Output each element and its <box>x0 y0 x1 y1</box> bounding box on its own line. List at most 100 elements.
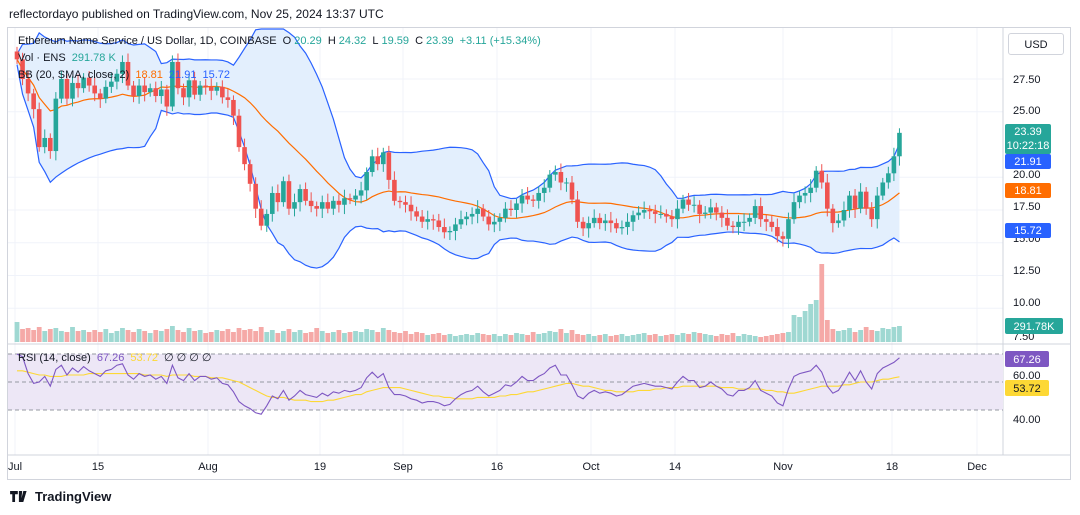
rsi-line <box>16 353 900 415</box>
time-tick-label: Oct <box>582 461 599 473</box>
symbol-label: Ethereum Name Service / US Dollar, 1D, C… <box>18 35 277 47</box>
volume-bar <box>475 333 481 342</box>
volume-bar <box>147 333 153 342</box>
candle-body <box>553 172 558 175</box>
volume-bar <box>819 264 825 342</box>
volume-bar <box>53 328 59 342</box>
volume-bar <box>330 332 336 342</box>
volume-bar <box>797 317 802 342</box>
candle-body <box>486 216 492 225</box>
candle-body <box>852 195 858 209</box>
volume-bar <box>42 331 48 342</box>
candle-body <box>225 97 231 100</box>
currency-button[interactable]: USD <box>1008 33 1064 55</box>
candle-body <box>292 202 297 209</box>
price-badges: 23.39 10:22:18 21.91 18.81 15.72 291.78K 67.26… <box>1005 124 1063 396</box>
candle-body <box>408 204 414 212</box>
candle-body <box>564 182 569 184</box>
candle-body <box>442 227 447 233</box>
candle-body <box>436 220 442 228</box>
candle-body <box>775 227 780 237</box>
volume-bar <box>686 334 691 342</box>
volume-bar <box>641 333 647 342</box>
bollinger-bands <box>16 28 900 269</box>
candle-body <box>114 73 120 82</box>
bb-upper-value: 21.91 <box>168 69 197 81</box>
volume-bar <box>652 334 658 342</box>
rsi-label: RSI (14, close) <box>18 352 91 364</box>
candle-body <box>319 202 325 209</box>
price-tick-label: 17.50 <box>1013 201 1041 213</box>
volume-bar <box>236 328 242 342</box>
candle-body <box>530 199 536 201</box>
volume-bar <box>691 332 697 342</box>
time-tick-label: Dec <box>967 461 987 473</box>
candle-body <box>109 81 114 87</box>
candle-body <box>708 207 714 213</box>
candle-body <box>208 86 214 91</box>
volume-bar <box>830 329 836 342</box>
volume-bar <box>25 328 31 342</box>
volume-bar <box>441 335 447 342</box>
volume-bar <box>536 334 542 342</box>
candle-body <box>636 212 641 216</box>
candle-body <box>641 210 647 213</box>
volume-bar <box>836 331 841 342</box>
candle-body <box>780 236 786 239</box>
candle-body <box>70 82 75 99</box>
candle-body <box>741 221 747 223</box>
volume-bar <box>181 332 186 342</box>
volume-bar <box>891 327 897 342</box>
volume-bar <box>375 332 381 342</box>
price-tick-label: 27.50 <box>1013 74 1041 86</box>
candle-body <box>314 206 319 209</box>
volume-bar <box>36 327 42 342</box>
candle-body <box>242 147 247 165</box>
volume-bar <box>325 333 331 342</box>
volume-bar <box>497 336 503 342</box>
volume-bar <box>552 332 558 342</box>
volume-bar <box>780 333 786 342</box>
bb-lower-line <box>16 64 900 269</box>
volume-bar <box>847 328 852 342</box>
published-header: reflectordayo published on TradingView.c… <box>9 7 384 21</box>
volume-bar <box>519 334 525 342</box>
volume-bar <box>70 327 75 342</box>
volume-badge <box>1005 318 1063 334</box>
volume-bar <box>336 330 342 342</box>
volume-bar <box>108 333 114 342</box>
volume-bar <box>486 335 492 342</box>
time-tick-label: 14 <box>669 461 681 473</box>
bb-basis-line <box>16 59 900 219</box>
candle-body <box>131 85 136 97</box>
volume-bar <box>81 330 86 342</box>
volume-bar <box>75 331 81 342</box>
volume-bar <box>858 330 863 342</box>
volume-bar <box>142 331 148 342</box>
price-badge-label: 23.39 <box>1014 126 1042 138</box>
candle-body <box>403 202 408 205</box>
candle-body <box>847 195 852 210</box>
chart-frame[interactable] <box>7 27 1071 480</box>
time-tick-label: Nov <box>773 461 793 473</box>
volume-bar <box>758 337 764 342</box>
volume-bar <box>569 330 575 342</box>
time-tick-label: Sep <box>393 461 413 473</box>
volume-bar <box>503 334 508 342</box>
volume-bar <box>675 335 680 342</box>
volume-bar <box>530 332 536 342</box>
volume-bar <box>669 334 675 342</box>
volume-value: 291.78 K <box>71 52 116 64</box>
bb-fill <box>17 29 900 269</box>
volume-bar <box>358 332 364 342</box>
volume-bar <box>231 332 236 342</box>
candle-body <box>786 219 791 239</box>
volume-bar <box>713 336 719 342</box>
candle-body <box>247 164 253 184</box>
volume-bar <box>131 332 136 342</box>
volume-bar <box>453 336 458 342</box>
candle-body <box>802 192 808 196</box>
candle-body <box>691 204 697 206</box>
candle-body <box>203 85 208 87</box>
